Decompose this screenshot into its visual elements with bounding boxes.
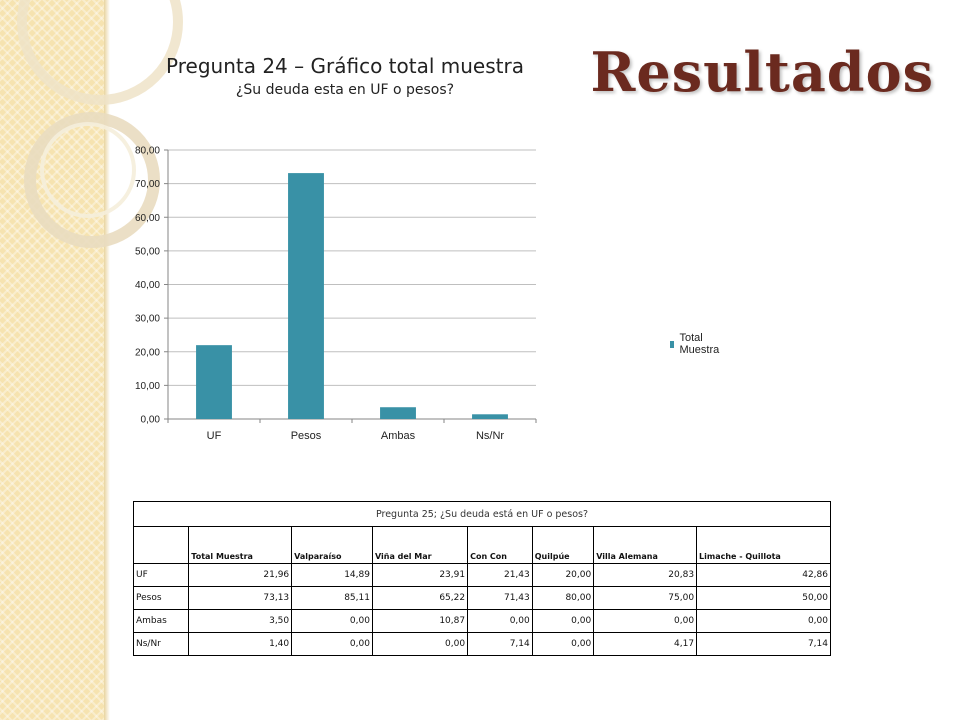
table-caption: Pregunta 25; ¿Su deuda está en UF o peso… bbox=[133, 501, 831, 527]
table-cell: 75,00 bbox=[593, 586, 698, 610]
bar-chart: 0,00 10,00 20,00 30,00 40,00 50,00 60,00 70,00 8… bbox=[110, 40, 719, 460]
table-cell: 4,17 bbox=[593, 632, 698, 656]
table-cell: 0,00 bbox=[531, 609, 595, 633]
table-header-row: Total Muestra Valparaíso Viña del Mar Co… bbox=[132, 526, 831, 564]
x-tick-label: Ns/Nr bbox=[476, 430, 504, 442]
y-tick-label: 60,00 bbox=[135, 213, 160, 224]
table-cell: 85,11 bbox=[291, 586, 373, 610]
legend-swatch bbox=[670, 340, 675, 348]
table-cell: 0,00 bbox=[467, 609, 533, 633]
bar bbox=[380, 407, 416, 419]
row-label: UF bbox=[132, 563, 190, 587]
y-tick-label: 0,00 bbox=[141, 415, 161, 426]
x-tick-label: Ambas bbox=[381, 430, 416, 442]
bar bbox=[472, 414, 508, 419]
row-label: Pesos bbox=[132, 586, 190, 610]
y-tick-label: 50,00 bbox=[135, 246, 160, 257]
y-tick-label: 20,00 bbox=[135, 347, 160, 358]
table-cell: 0,00 bbox=[371, 632, 469, 656]
table-cell: 14,89 bbox=[291, 563, 373, 587]
table-cell: 71,43 bbox=[467, 586, 533, 610]
y-tick-label: 30,00 bbox=[135, 314, 160, 325]
table-header-cell: Viña del Mar bbox=[371, 526, 469, 564]
table-cell: 0,00 bbox=[531, 632, 595, 656]
y-tick-label: 80,00 bbox=[135, 146, 160, 157]
results-table: Pregunta 25; ¿Su deuda está en UF o peso… bbox=[132, 501, 831, 656]
bar bbox=[196, 345, 232, 419]
chart-legend: Total Muestra bbox=[670, 332, 722, 356]
table-cell: 7,14 bbox=[696, 632, 831, 656]
x-tick-label: UF bbox=[207, 430, 222, 442]
table-cell: 73,13 bbox=[188, 586, 293, 610]
row-label: Ns/Nr bbox=[132, 632, 190, 656]
table-cell: 1,40 bbox=[188, 632, 293, 656]
slide-title: Resultados bbox=[590, 40, 934, 104]
table-row: Ambas 3,50 0,00 10,87 0,00 0,00 0,00 0,0… bbox=[132, 609, 831, 633]
chart-canvas: 0,00 10,00 20,00 30,00 40,00 50,00 60,00 70,00 8… bbox=[135, 146, 537, 442]
table-cell: 21,96 bbox=[188, 563, 293, 587]
x-tick-label: Pesos bbox=[291, 430, 322, 442]
chart-subtitle: ¿Su deuda esta en UF o pesos? bbox=[235, 82, 455, 98]
table-cell: 42,86 bbox=[696, 563, 831, 587]
legend-label: Total Muestra bbox=[679, 332, 720, 356]
table-cell: 50,00 bbox=[696, 586, 831, 610]
table-cell: 20,83 bbox=[593, 563, 698, 587]
table-cell: 0,00 bbox=[291, 609, 373, 633]
row-label: Ambas bbox=[132, 609, 190, 633]
table-cell: 80,00 bbox=[531, 586, 595, 610]
table-header-empty bbox=[132, 526, 190, 564]
table-cell: 7,14 bbox=[467, 632, 533, 656]
decorative-rings bbox=[17, 0, 183, 248]
table-header-cell: Total Muestra bbox=[188, 526, 293, 564]
y-tick-label: 70,00 bbox=[135, 179, 160, 190]
chart-title: Pregunta 24 – Gráfico total muestra bbox=[166, 54, 524, 78]
table-row: UF 21,96 14,89 23,91 21,43 20,00 20,83 4… bbox=[132, 563, 831, 587]
y-tick-label: 40,00 bbox=[135, 280, 160, 291]
table-cell: 21,43 bbox=[467, 563, 533, 587]
y-tick-label: 10,00 bbox=[135, 381, 160, 392]
table-cell: 65,22 bbox=[371, 586, 469, 610]
table-header-cell: Quilpúe bbox=[531, 526, 595, 564]
table-cell: 0,00 bbox=[696, 609, 831, 633]
table-header-cell: Limache - Quillota bbox=[696, 526, 831, 564]
table-header-cell: Villa Alemana bbox=[593, 526, 698, 564]
table-cell: 10,87 bbox=[371, 609, 469, 633]
table-header-cell: Con Con bbox=[467, 526, 533, 564]
table-row: Pesos 73,13 85,11 65,22 71,43 80,00 75,0… bbox=[132, 586, 831, 610]
bar bbox=[288, 173, 324, 419]
table-cell: 3,50 bbox=[188, 609, 293, 633]
table-cell: 20,00 bbox=[531, 563, 595, 587]
table-row: Ns/Nr 1,40 0,00 0,00 7,14 0,00 4,17 7,14 bbox=[132, 632, 831, 656]
table-cell: 0,00 bbox=[593, 609, 698, 633]
table-header-cell: Valparaíso bbox=[291, 526, 373, 564]
table-cell: 23,91 bbox=[371, 563, 469, 587]
table-cell: 0,00 bbox=[291, 632, 373, 656]
sidebar-edge bbox=[104, 0, 110, 720]
